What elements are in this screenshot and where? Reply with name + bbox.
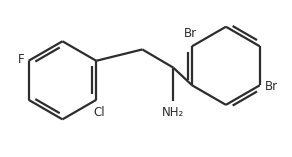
Text: Br: Br xyxy=(184,27,197,40)
Text: Cl: Cl xyxy=(93,106,105,119)
Text: Br: Br xyxy=(265,80,278,93)
Text: NH₂: NH₂ xyxy=(162,106,184,119)
Text: F: F xyxy=(18,53,24,66)
